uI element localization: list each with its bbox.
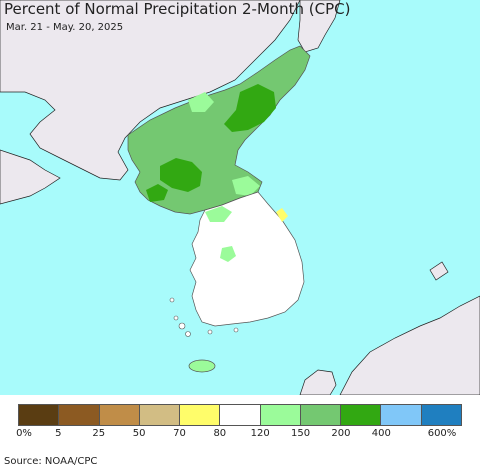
legend-swatch [180, 405, 221, 425]
legend-swatch [421, 405, 461, 425]
legend-swatch [59, 405, 100, 425]
southwest-islands [169, 297, 239, 337]
shandong-peninsula [0, 149, 61, 205]
legend-swatch [341, 405, 382, 425]
sk-yellow-spot [276, 208, 288, 222]
japan-land [339, 295, 480, 395]
legend-label: 150 [290, 428, 311, 439]
legend-label: 25 [92, 428, 106, 439]
map-title: Percent of Normal Precipitation 2-Month … [4, 0, 351, 18]
jeju-island [188, 359, 216, 373]
china-land [0, 0, 301, 181]
legend-label: 400 [371, 428, 391, 439]
japan-kyushu [299, 369, 337, 395]
legend-label: 70 [173, 428, 186, 439]
legend-swatch [300, 405, 342, 425]
legend-swatch [19, 405, 60, 425]
nk-light-patch-north [188, 92, 214, 112]
legend-swatch [139, 405, 181, 425]
color-legend [18, 404, 462, 426]
legend-swatch [381, 405, 422, 425]
legend-label: 120 [250, 428, 270, 439]
precipitation-map [0, 0, 480, 395]
map-subtitle: Mar. 21 - May. 20, 2025 [6, 22, 124, 33]
legend-label: 5 [55, 428, 62, 439]
legend-label: 80 [213, 428, 227, 439]
nk-dark-patch-northeast [224, 84, 276, 132]
nk-dark-patch-southwest [146, 184, 168, 202]
legend-labels: 0% 5 25 50 70 80 120 150 200 400 600% [0, 428, 480, 442]
sk-light-patch-west [220, 246, 236, 262]
legend-swatch [220, 405, 261, 425]
japan-north [429, 261, 449, 281]
russia-land [297, 0, 341, 53]
legend-label: 600% [427, 428, 457, 439]
legend-label: 0% [16, 428, 32, 439]
south-korea [189, 191, 305, 327]
sk-light-patch-north [205, 206, 232, 222]
nk-light-patch-east [232, 176, 260, 196]
legend-label: 200 [331, 428, 351, 439]
legend-swatch [260, 405, 301, 425]
legend-label: 50 [132, 428, 146, 439]
nk-dark-patch-west [160, 158, 202, 192]
legend-swatch [99, 405, 140, 425]
source-text: Source: NOAA/CPC [4, 456, 98, 467]
